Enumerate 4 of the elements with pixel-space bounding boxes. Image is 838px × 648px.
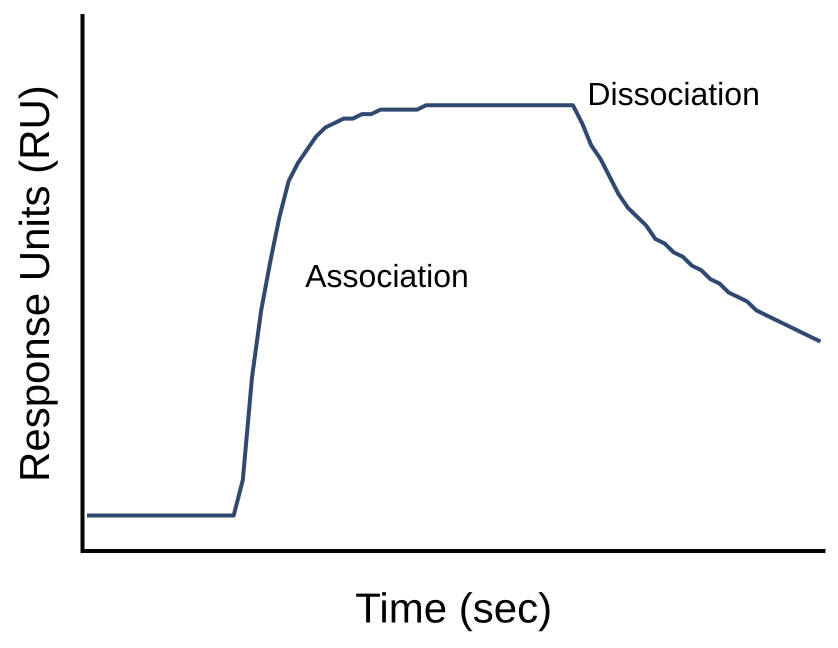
x-axis-title: Time (sec) (355, 584, 552, 632)
annotation: Dissociation (587, 76, 760, 112)
y-axis-title: Response Units (RU) (10, 85, 58, 482)
annotation: Association (305, 258, 469, 294)
